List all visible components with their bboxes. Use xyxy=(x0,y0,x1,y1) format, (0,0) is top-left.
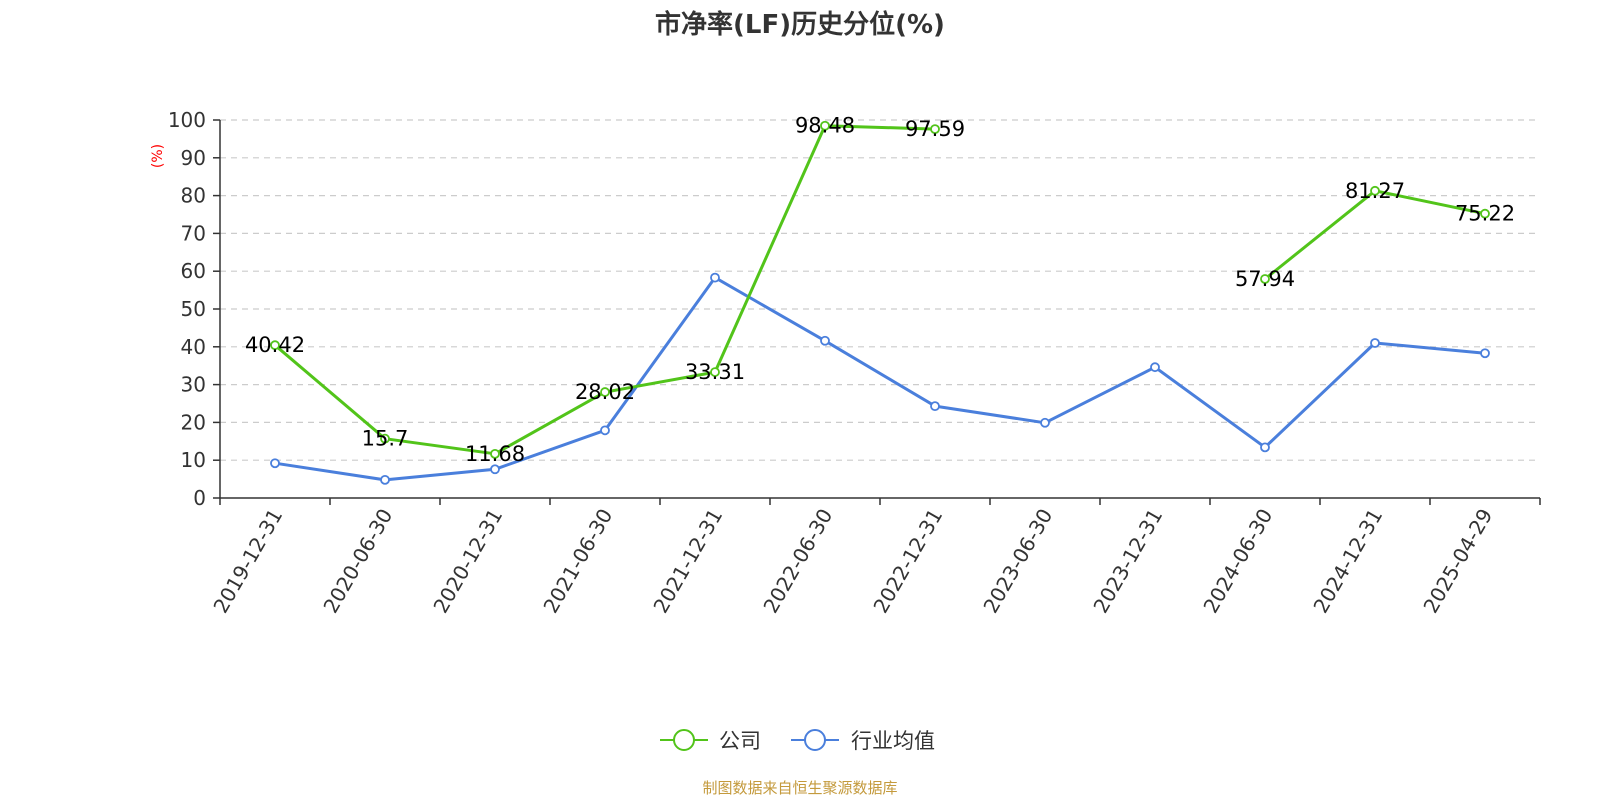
y-tick-label: 90 xyxy=(181,146,206,170)
data-point-1 xyxy=(490,464,500,475)
x-tick-label: 2019-12-31 xyxy=(208,505,287,618)
data-label: 57.94 xyxy=(1235,267,1295,291)
data-point-1 xyxy=(820,335,830,346)
data-point-1 xyxy=(1150,362,1160,373)
data-label: 15.7 xyxy=(362,427,409,451)
data-point-0 xyxy=(820,120,830,131)
data-label: 75.22 xyxy=(1455,202,1515,226)
x-tick-label: 2023-12-31 xyxy=(1088,505,1167,618)
legend[interactable]: 公司 行业均值 xyxy=(660,729,935,753)
data-point-0 xyxy=(1260,274,1270,284)
data-point-0 xyxy=(1370,185,1380,196)
x-tick-label: 2020-06-30 xyxy=(318,505,397,618)
y-tick-label: 0 xyxy=(193,486,206,510)
data-point-0 xyxy=(1480,208,1490,219)
data-point-0 xyxy=(600,387,610,397)
data-point-1 xyxy=(600,425,610,436)
source-note: 制图数据来自恒生聚源数据库 xyxy=(702,779,897,797)
legend-marker xyxy=(804,729,826,751)
data-labels: 40.42 15.7 11.68 28.02 33.31 98.48 97.59 57.94 8… xyxy=(245,114,1515,466)
data-label: 28.02 xyxy=(575,380,635,404)
x-tick-label: 2025-04-29 xyxy=(1418,505,1497,618)
data-label: 98.48 xyxy=(795,114,855,138)
data-label: 40.42 xyxy=(245,333,305,357)
series-line-0 xyxy=(274,124,936,456)
y-tick-label: 60 xyxy=(181,259,206,283)
legend-item-0[interactable]: 公司 xyxy=(660,729,761,753)
series-line-0 xyxy=(1264,189,1486,281)
y-tick-label: 50 xyxy=(181,297,206,321)
x-tick-label: 2022-06-30 xyxy=(758,505,837,618)
data-point-1 xyxy=(1040,417,1050,428)
y-tick-label: 40 xyxy=(181,335,206,359)
y-axis-label: (%) xyxy=(150,144,166,168)
axes: 0 10 20 30 40 50 60 70 80 90 100 2019-12-31 2020-06-… xyxy=(168,108,1541,618)
legend-label: 行业均值 xyxy=(851,729,935,753)
x-tick-label: 2020-12-31 xyxy=(428,505,507,618)
x-tick-label: 2023-06-30 xyxy=(978,505,1057,618)
y-tick-label: 30 xyxy=(181,373,206,397)
series-line-1 xyxy=(274,276,1486,482)
x-tick-label: 2021-12-31 xyxy=(648,505,727,618)
x-tick-label: 2024-06-30 xyxy=(1198,505,1277,618)
legend-item-1[interactable]: 行业均值 xyxy=(791,729,935,753)
data-point-1 xyxy=(710,272,720,283)
data-label: 33.31 xyxy=(685,360,745,384)
grid-lines xyxy=(220,119,1540,461)
legend-marker xyxy=(673,729,695,751)
y-tick-label: 80 xyxy=(181,184,206,208)
x-tick-label: 2022-12-31 xyxy=(868,505,947,618)
data-point-0 xyxy=(930,124,940,135)
x-tick-label: 2021-06-30 xyxy=(538,505,617,618)
y-tick-label: 70 xyxy=(181,221,206,245)
chart-title: 市净率(LF)历史分位(%) xyxy=(655,9,945,40)
data-point-0 xyxy=(270,340,280,351)
data-point-1 xyxy=(270,458,280,469)
data-point-0 xyxy=(710,367,720,377)
legend-label: 公司 xyxy=(719,729,761,753)
data-point-1 xyxy=(1480,348,1490,359)
data-point-1 xyxy=(1260,442,1270,453)
data-point-1 xyxy=(1370,338,1380,348)
data-point-1 xyxy=(380,474,390,485)
data-label: 97.59 xyxy=(905,117,965,141)
y-tick-label: 100 xyxy=(168,108,206,132)
data-label: 11.68 xyxy=(465,442,525,466)
series-layer xyxy=(270,120,1490,485)
data-point-0 xyxy=(380,433,390,444)
data-point-1 xyxy=(930,401,940,412)
x-tick-label: 2024-12-31 xyxy=(1308,505,1387,618)
data-point-0 xyxy=(490,448,500,459)
y-tick-label: 10 xyxy=(181,448,206,472)
y-tick-label: 20 xyxy=(181,410,206,434)
data-label: 81.27 xyxy=(1345,179,1405,203)
